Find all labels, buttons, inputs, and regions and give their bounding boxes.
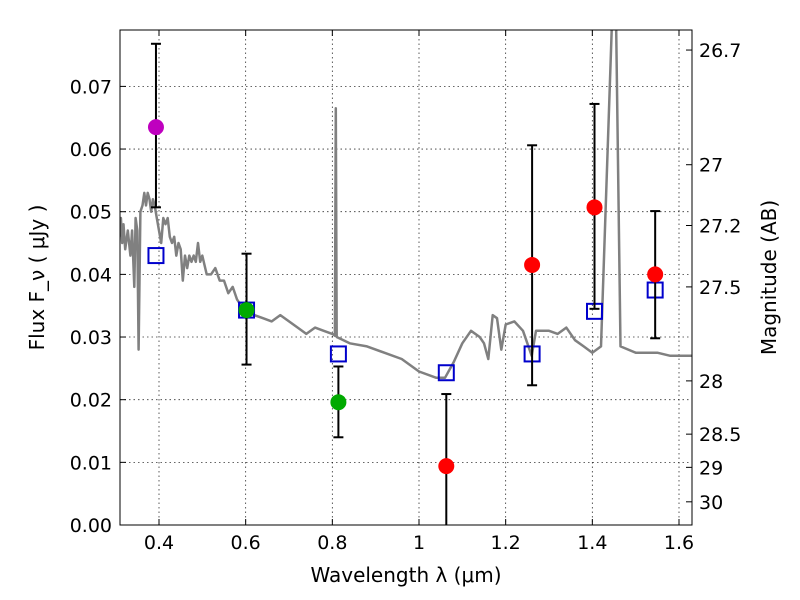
y-tick-label: 0.02 — [70, 390, 112, 412]
observed-point — [330, 394, 347, 411]
x-axis-title: Wavelength λ (μm) — [310, 563, 501, 587]
magnitude-tick-label: 28 — [699, 371, 723, 393]
x-tick-label: 1.2 — [491, 532, 521, 554]
right-axis-title: Magnitude (AB) — [757, 200, 781, 355]
y-tick-label: 0.07 — [70, 76, 112, 98]
y-tick-label: 0.00 — [70, 515, 112, 537]
axis-ticks: 0.4 0.6 0.8 1 1.2 1.4 1.6 0.00 0.01 0.02 0.03 0.04 0… — [70, 30, 741, 554]
model-photometry-square — [437, 364, 455, 382]
sed-model-layer — [120, 30, 692, 380]
observed-point — [147, 119, 164, 136]
observed-point — [238, 302, 255, 319]
magnitude-tick-label: 27.5 — [699, 277, 741, 299]
grid — [120, 30, 692, 525]
y-tick-label: 0.04 — [70, 264, 112, 286]
x-tick-label: 0.6 — [231, 532, 261, 554]
error-bars-layer — [150, 42, 661, 525]
model-photometry-square — [329, 345, 347, 363]
magnitude-tick-label: 26.7 — [699, 40, 741, 62]
x-tick-label: 0.8 — [317, 532, 347, 554]
magnitude-tick-label: 27.2 — [699, 215, 741, 237]
y-axis-title: Flux F_ν ( μJy ) — [25, 205, 49, 351]
x-tick-label: 1 — [413, 532, 425, 554]
sed-model-line — [120, 30, 692, 380]
x-tick-label: 1.4 — [577, 532, 607, 554]
model-photometry-square — [147, 247, 165, 265]
magnitude-tick-label: 28.5 — [699, 424, 741, 446]
x-tick-label: 0.4 — [144, 532, 174, 554]
observed-point — [438, 458, 455, 475]
plot-frame — [119, 29, 693, 526]
magnitude-tick-label: 29 — [699, 457, 723, 479]
magnitude-tick-label: 30 — [699, 492, 723, 514]
observed-point — [586, 199, 603, 216]
y-tick-label: 0.03 — [70, 327, 112, 349]
observed-photometry-layer — [147, 119, 664, 475]
magnitude-tick-label: 27 — [699, 155, 723, 177]
y-tick-label: 0.05 — [70, 202, 112, 224]
x-tick-label: 1.6 — [664, 532, 694, 554]
observed-point — [524, 256, 541, 273]
y-tick-label: 0.01 — [70, 452, 112, 474]
y-tick-label: 0.06 — [70, 139, 112, 161]
observed-point — [647, 266, 664, 283]
